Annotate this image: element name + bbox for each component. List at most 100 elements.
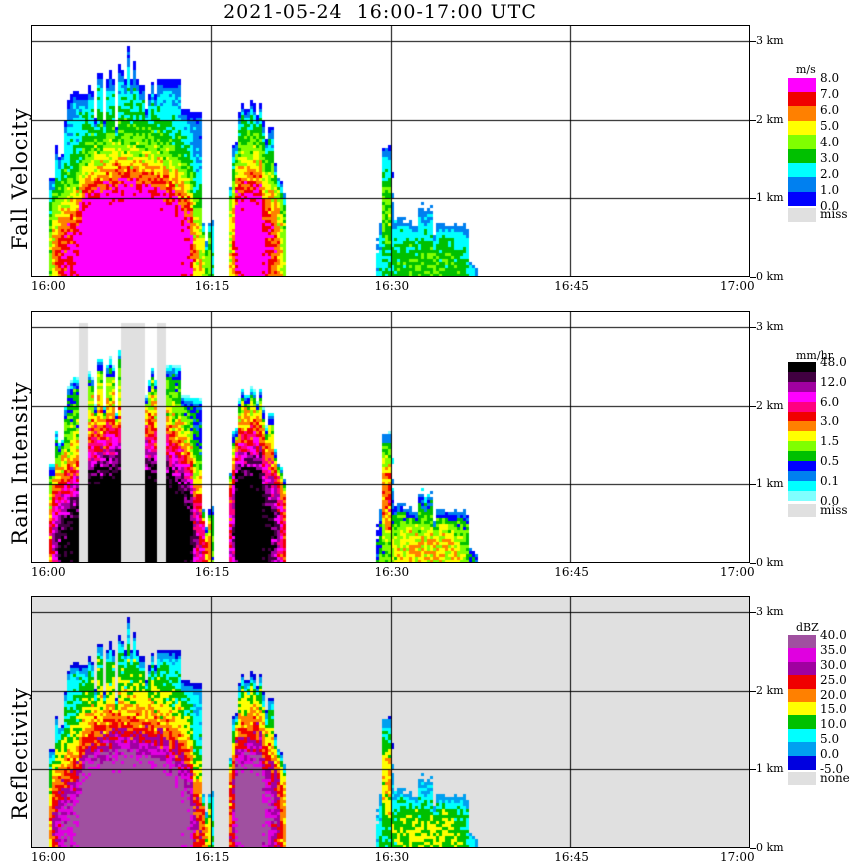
colorbar-tick-label: 20.0 — [820, 687, 847, 702]
colorbar-tick-label: 48.0 — [820, 355, 847, 369]
time-axis-label: 16:45 — [554, 279, 589, 293]
colorbar-band — [788, 675, 816, 690]
panel-rain-intensity — [31, 311, 750, 563]
colorbar-band — [788, 490, 816, 502]
colorbar-band — [788, 648, 816, 663]
colorbar-tick-label: 2.0 — [820, 166, 840, 181]
colorbar-tick-label: 15.0 — [820, 702, 847, 717]
altitude-tick — [750, 484, 756, 486]
time-axis-label: 16:45 — [554, 565, 589, 579]
colorbar-band — [788, 480, 816, 492]
altitude-tick — [750, 563, 756, 564]
colorbar-tick-label: 3.0 — [820, 150, 840, 165]
altitude-label: 0 km — [756, 270, 784, 283]
altitude-tick — [750, 198, 756, 200]
colorbar-band — [788, 461, 816, 472]
altitude-label: 3 km — [756, 33, 784, 47]
colorbar-tick-label: 1.0 — [820, 182, 840, 197]
colorbar-band — [788, 391, 816, 403]
colorbar-band — [788, 635, 816, 649]
colorbar-missing-swatch — [788, 772, 816, 785]
altitude-tick — [750, 119, 756, 121]
colorbar-tick-label: 1.5 — [820, 434, 840, 449]
colorbar-band — [788, 451, 816, 462]
colorbar-tick-label: 6.0 — [820, 394, 840, 409]
colorbar-units-fall-velocity: m/s — [796, 63, 816, 76]
colorbar-tick-label: 12.0 — [820, 374, 847, 389]
panel-fall-velocity — [31, 25, 750, 277]
altitude-label: 3 km — [756, 604, 784, 618]
colorbar-tick-label: 4.0 — [820, 134, 840, 149]
colorbar-band — [788, 431, 816, 442]
colorbar-band — [788, 688, 816, 703]
colorbar-tick-label: 5.0 — [820, 118, 840, 133]
colorbar-band — [788, 470, 816, 482]
time-axis-label: 16:15 — [194, 279, 230, 293]
colorbar-band — [788, 371, 816, 383]
colorbar-tick-label: 40.0 — [820, 628, 847, 642]
colorbar-tick-label: 35.0 — [820, 642, 847, 657]
rain-intensity-plot — [31, 311, 750, 563]
colorbar-band — [788, 421, 816, 432]
colorbar-missing-label: miss — [820, 503, 848, 517]
colorbar-tick-label: 6.0 — [820, 102, 840, 117]
colorbar-tick-label: 0.5 — [820, 454, 840, 468]
colorbar-band — [788, 411, 816, 422]
colorbar-band — [788, 191, 816, 207]
colorbar-band — [788, 715, 816, 730]
colorbar-band — [788, 661, 816, 676]
colorbar-tick-label: 8.0 — [820, 71, 840, 85]
altitude-tick — [750, 277, 756, 278]
colorbar-band — [788, 106, 816, 122]
time-axis-label: 16:15 — [194, 850, 230, 864]
altitude-tick — [750, 40, 756, 42]
colorbar-band — [788, 742, 816, 757]
colorbar-band — [788, 755, 816, 770]
colorbar-band — [788, 78, 816, 93]
colorbar-tick-label: 30.0 — [820, 657, 847, 672]
time-axis-label: 17:00 — [720, 279, 755, 293]
colorbar-tick-label: 3.0 — [820, 414, 840, 429]
altitude-label: 2 km — [756, 683, 784, 697]
time-axis-label: 16:00 — [31, 279, 66, 293]
colorbar-band — [788, 702, 816, 716]
time-axis-label: 17:00 — [720, 850, 755, 864]
altitude-label: 2 km — [756, 112, 784, 126]
colorbar-band — [788, 362, 816, 373]
rain-intensity-ylabel: Rain Intensity — [8, 381, 32, 545]
colorbar-band — [788, 728, 816, 743]
colorbar-tick-label: 0.0 — [820, 198, 840, 213]
altitude-label: 3 km — [756, 319, 784, 333]
colorbar-band — [788, 120, 816, 136]
colorbar-missing-swatch — [788, 208, 816, 222]
altitude-tick — [750, 405, 756, 407]
colorbar-tick-label: 7.0 — [820, 86, 840, 101]
altitude-tick — [750, 326, 756, 328]
altitude-label: 1 km — [756, 191, 784, 205]
time-axis-label: 16:45 — [554, 850, 589, 864]
time-axis-label: 16:30 — [374, 850, 410, 864]
time-axis-label: 16:15 — [194, 565, 230, 579]
colorbar-band — [788, 441, 816, 452]
altitude-tick — [750, 690, 756, 692]
time-axis-label: 16:00 — [31, 850, 66, 864]
colorbar-band — [788, 401, 816, 413]
reflectivity-ylabel: Reflectivity — [8, 687, 32, 820]
colorbar-missing-label: miss — [820, 207, 848, 221]
colorbar-band — [788, 134, 816, 150]
time-axis-label: 16:30 — [374, 565, 410, 579]
page-title: 2021-05-24 16:00-17:00 UTC — [223, 1, 537, 23]
altitude-tick — [750, 848, 756, 849]
colorbar-tick-label: 0.0 — [820, 747, 840, 762]
colorbar-band — [788, 177, 816, 193]
colorbar-tick-label: 0.0 — [820, 493, 840, 508]
fall-velocity-plot — [31, 25, 750, 277]
colorbar-band — [788, 381, 816, 393]
colorbar-tick-label: 0.1 — [820, 473, 840, 488]
colorbar-units-rain-intensity: mm/hr — [796, 349, 833, 362]
colorbar-tick-label: 10.0 — [820, 717, 847, 732]
colorbar-missing-swatch — [788, 504, 816, 517]
colorbar-band — [788, 163, 816, 178]
time-axis-label: 16:30 — [374, 279, 410, 293]
colorbar-tick-label: -5.0 — [820, 762, 844, 776]
